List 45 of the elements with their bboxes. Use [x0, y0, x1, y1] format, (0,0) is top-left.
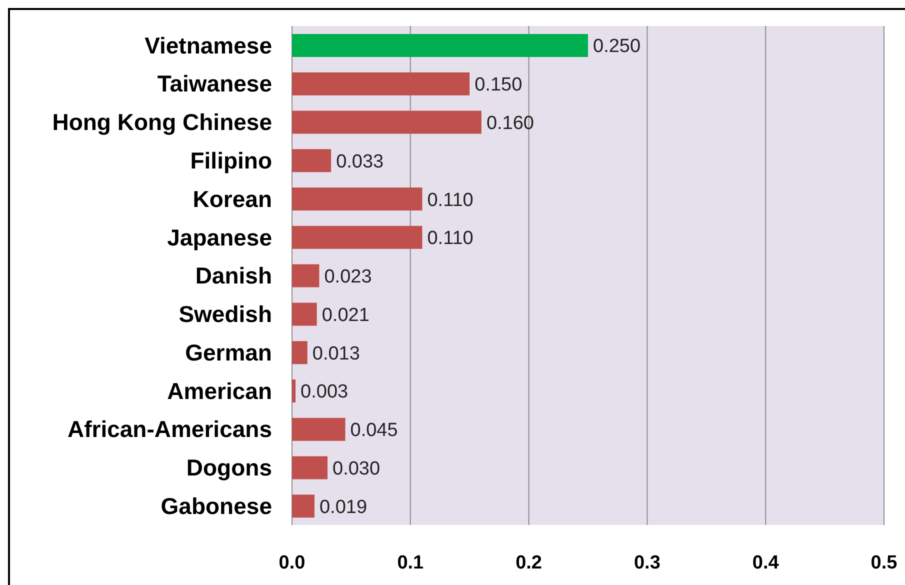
data-label: 0.033: [336, 151, 384, 172]
bar: [292, 34, 588, 57]
bar: [292, 149, 332, 172]
data-label: 0.110: [427, 190, 474, 211]
y-tick-label: German: [185, 339, 272, 366]
data-label: 0.110: [427, 228, 474, 250]
x-tick-label: 0.5: [870, 552, 898, 574]
y-tick-label: Dogons: [186, 454, 272, 481]
data-label: 0.160: [486, 113, 534, 134]
y-tick-label: Korean: [192, 186, 272, 212]
bar: [292, 379, 296, 402]
data-label: 0.030: [332, 458, 380, 480]
bar: [292, 264, 320, 288]
x-tick-label: 0.3: [634, 552, 660, 574]
y-tick-label: Japanese: [167, 224, 272, 250]
bar: [292, 110, 482, 134]
data-label: 0.013: [312, 343, 360, 364]
bar: [292, 226, 422, 249]
y-tick-label: Filipino: [190, 148, 272, 174]
data-label: 0.045: [350, 420, 398, 442]
x-tick-label: 0.2: [516, 552, 542, 574]
y-tick-label: Hong Kong Chinese: [52, 109, 272, 136]
x-tick-label: 0.4: [752, 552, 780, 574]
y-tick-label: Danish: [195, 262, 272, 289]
bar: [292, 418, 346, 441]
data-label: 0.019: [319, 496, 368, 518]
y-tick-label: Vietnamese: [144, 32, 272, 58]
data-label: 0.250: [593, 36, 641, 58]
y-tick-label: American: [167, 378, 272, 404]
x-tick-label: 0.1: [397, 552, 424, 574]
data-label: 0.021: [322, 304, 370, 326]
bar: [292, 456, 328, 480]
bar: [292, 341, 308, 364]
bar: [292, 72, 470, 96]
bar: [292, 188, 422, 211]
data-label: 0.150: [474, 74, 522, 96]
x-tick-label: 0.0: [278, 552, 306, 574]
y-tick-label: Swedish: [178, 301, 272, 328]
y-tick-label: African-Americans: [67, 416, 272, 442]
data-label: 0.003: [300, 382, 348, 403]
bar: [292, 302, 317, 326]
y-tick-label: Taiwanese: [157, 70, 272, 97]
y-tick-label: Gabonese: [160, 492, 272, 519]
data-label: 0.023: [324, 266, 372, 288]
bar: [292, 494, 314, 518]
